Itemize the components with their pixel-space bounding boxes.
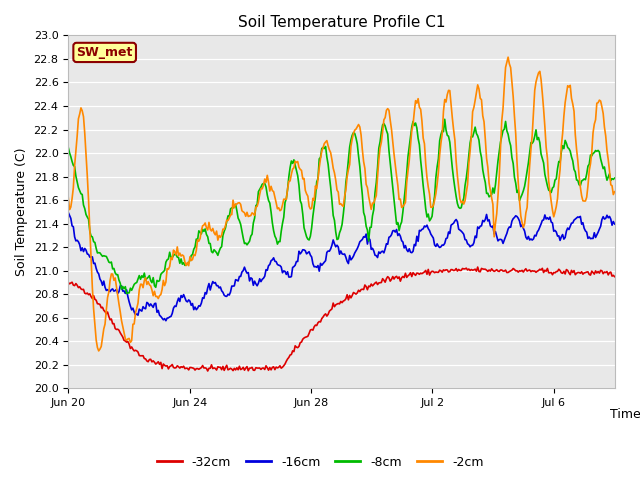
X-axis label: Time: Time bbox=[610, 408, 640, 421]
Y-axis label: Soil Temperature (C): Soil Temperature (C) bbox=[15, 148, 28, 276]
Text: SW_met: SW_met bbox=[76, 46, 133, 59]
Title: Soil Temperature Profile C1: Soil Temperature Profile C1 bbox=[237, 15, 445, 30]
Legend: -32cm, -16cm, -8cm, -2cm: -32cm, -16cm, -8cm, -2cm bbox=[152, 451, 488, 474]
